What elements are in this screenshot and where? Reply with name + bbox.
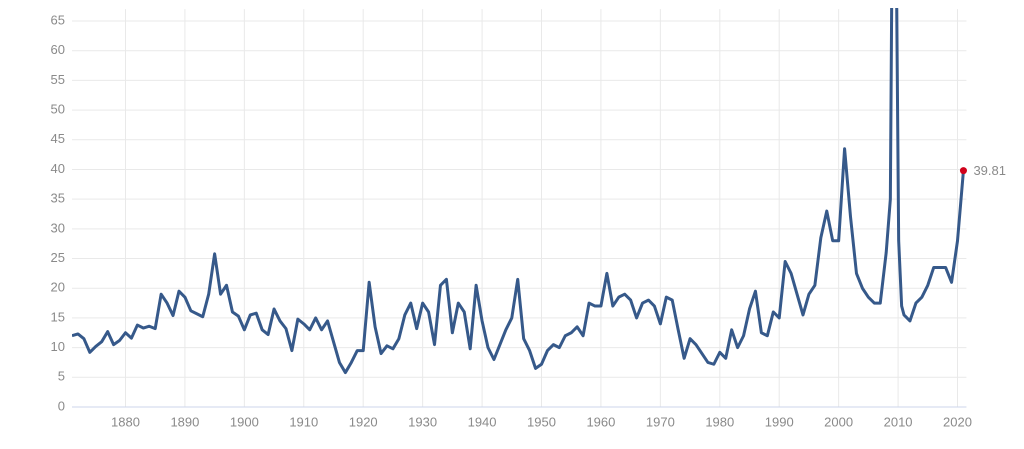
x-tick-label: 1880 xyxy=(111,414,140,429)
y-tick-label: 60 xyxy=(51,42,65,57)
y-tick-label: 40 xyxy=(51,161,65,176)
y-tick-label: 65 xyxy=(51,12,65,27)
x-tick-label: 2020 xyxy=(943,414,972,429)
y-tick-label: 25 xyxy=(51,250,65,265)
y-tick-label: 45 xyxy=(51,131,65,146)
x-tick-label: 1950 xyxy=(527,414,556,429)
x-tick-label: 1930 xyxy=(408,414,437,429)
y-tick-label: 10 xyxy=(51,339,65,354)
x-tick-label: 1990 xyxy=(765,414,794,429)
data-line xyxy=(72,8,965,375)
x-tick-label: 1890 xyxy=(170,414,199,429)
x-tick-label: 1910 xyxy=(289,414,318,429)
x-tick-label: 1970 xyxy=(646,414,675,429)
x-tick-label: 2000 xyxy=(824,414,853,429)
last-point xyxy=(959,167,967,175)
y-tick-label: 15 xyxy=(51,309,65,324)
y-tick-label: 35 xyxy=(51,191,65,206)
x-tick-label: 1920 xyxy=(349,414,378,429)
x-tick-label: 2010 xyxy=(884,414,913,429)
y-tick-label: 20 xyxy=(51,280,65,295)
x-tick-label: 1900 xyxy=(230,414,259,429)
y-tick-label: 0 xyxy=(58,398,65,413)
y-tick-label: 30 xyxy=(51,220,65,235)
x-tick-label: 1980 xyxy=(705,414,734,429)
last-value-label: 39.81 xyxy=(973,163,1006,178)
y-tick-label: 5 xyxy=(58,369,65,384)
y-tick-label: 50 xyxy=(51,102,65,117)
x-tick-label: 1940 xyxy=(468,414,497,429)
y-tick-label: 55 xyxy=(51,72,65,87)
x-tick-label: 1960 xyxy=(586,414,615,429)
